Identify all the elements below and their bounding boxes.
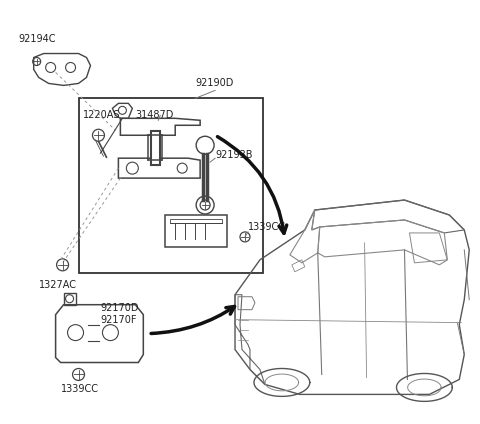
Text: 31487D: 31487D — [135, 110, 174, 120]
Text: 92194C: 92194C — [19, 33, 56, 44]
Bar — [79, 98, 263, 273]
Text: 1339CC: 1339CC — [248, 222, 286, 232]
Text: 92170D: 92170D — [100, 303, 139, 312]
Text: 1327AC: 1327AC — [39, 280, 77, 290]
Text: 1339CC: 1339CC — [60, 385, 98, 394]
Bar — [170, 219, 222, 223]
Bar — [165, 215, 227, 247]
Text: 92190D: 92190D — [195, 78, 234, 89]
Text: 1220AS: 1220AS — [83, 110, 120, 120]
Text: 92193B: 92193B — [215, 150, 252, 160]
Text: 92170F: 92170F — [100, 315, 137, 325]
